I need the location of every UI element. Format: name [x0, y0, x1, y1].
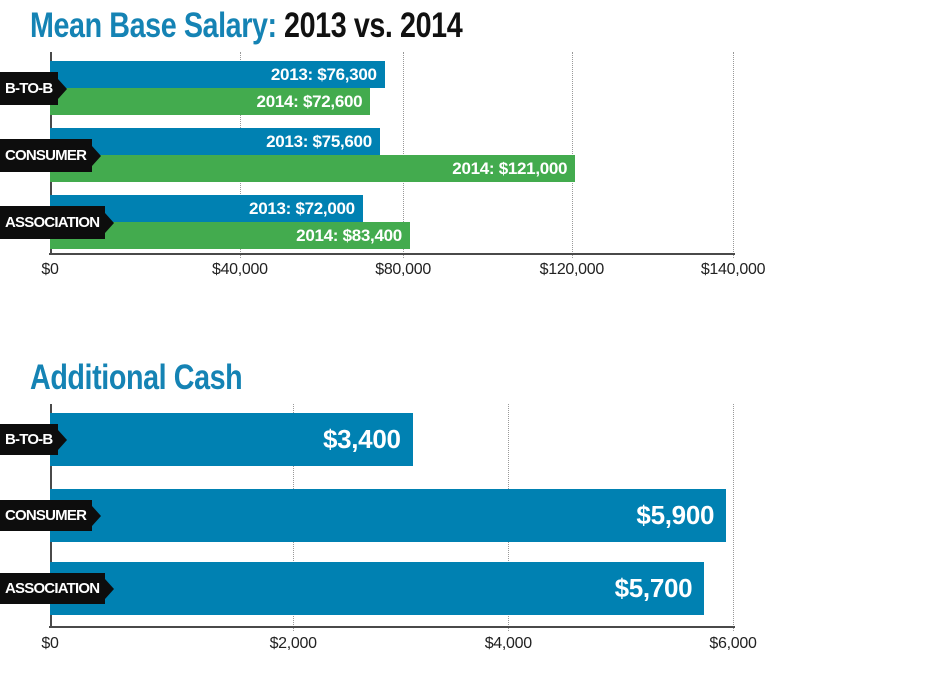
- category-ribbon-label: CONSUMER: [5, 507, 87, 524]
- category-ribbon-consumer: CONSUMER: [0, 139, 93, 172]
- axis-tick-label: $80,000: [375, 261, 431, 278]
- bar-consumer-additional-cash: $5,900: [50, 489, 727, 542]
- bar-value-label: $5,900: [636, 500, 715, 530]
- axis-tick-label: $140,000: [700, 261, 766, 278]
- bar-value-label: 2013: $75,600: [266, 131, 372, 151]
- bar-value-label: 2013: $72,000: [249, 198, 355, 218]
- chart-title-highlight: Mean Base Salary:: [30, 6, 277, 45]
- x-axis-line: [49, 626, 735, 628]
- axis-tick-label: $0: [41, 635, 59, 652]
- bar-value-label: 2014: $121,000: [452, 158, 568, 178]
- category-ribbon-consumer: CONSUMER: [0, 500, 93, 531]
- axis-tick-label: $4,000: [484, 635, 532, 652]
- bar-value-label: 2014: $72,600: [256, 91, 363, 111]
- category-ribbon-label: CONSUMER: [5, 147, 87, 164]
- chart-title-additional-cash: Additional Cash: [30, 360, 250, 395]
- bar-value-label: 2014: $83,400: [296, 225, 402, 245]
- category-ribbon-label: ASSOCIATION: [5, 580, 100, 597]
- bar-b-to-b-additional-cash: $3,400: [50, 413, 413, 466]
- category-ribbon-b-to-b: B-TO-B: [0, 72, 59, 105]
- gridline: [733, 52, 734, 258]
- axis-tick-label: $2,000: [269, 635, 317, 652]
- bar-association-additional-cash: $5,700: [50, 562, 705, 615]
- bar-consumer-2013: 2013: $75,600: [50, 128, 380, 155]
- axis-tick-label: $0: [41, 261, 59, 278]
- bar-value-label: 2013: $76,300: [270, 64, 377, 84]
- category-ribbon-label: ASSOCIATION: [5, 214, 100, 231]
- category-ribbon-label: B-TO-B: [5, 431, 53, 448]
- bar-b-to-b-2013: 2013: $76,300: [50, 61, 385, 88]
- plot-area-additional-cash: $0 $2,000 $4,000 $6,000 $3,400 $5,900 $5,700: [41, 404, 757, 652]
- category-ribbon-association: ASSOCIATION: [0, 573, 106, 604]
- axis-tick-label: $6,000: [709, 635, 757, 652]
- bar-b-to-b-2014: 2014: $72,600: [50, 88, 371, 115]
- category-ribbon-association: ASSOCIATION: [0, 206, 106, 239]
- x-axis-line: [49, 253, 735, 255]
- axis-tick-label: $120,000: [539, 261, 605, 278]
- plot-area-mean-base-salary: $0 $40,000 $80,000 $120,000 $140,000 2013: $7…: [41, 52, 765, 278]
- chart-title-mean-base-salary: Mean Base Salary: 2013 vs. 2014: [30, 6, 463, 45]
- gridline: [733, 404, 734, 631]
- category-ribbon-label: B-TO-B: [5, 80, 53, 97]
- axis-tick-label: $40,000: [211, 261, 268, 278]
- category-ribbon-b-to-b: B-TO-B: [0, 424, 59, 455]
- bar-consumer-2014: 2014: $121,000: [50, 155, 576, 182]
- bar-value-label: $5,700: [614, 573, 693, 603]
- chart-title-subtitle: 2013 vs. 2014: [284, 6, 463, 45]
- bar-value-label: $3,400: [322, 424, 401, 454]
- chart-title-highlight: Additional Cash: [30, 358, 243, 397]
